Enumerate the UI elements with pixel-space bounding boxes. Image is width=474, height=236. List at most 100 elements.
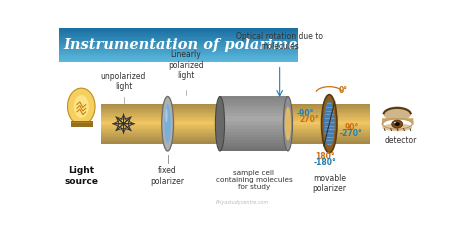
FancyBboxPatch shape	[220, 135, 288, 137]
FancyBboxPatch shape	[59, 45, 298, 46]
Ellipse shape	[68, 88, 95, 125]
FancyBboxPatch shape	[220, 137, 288, 140]
FancyBboxPatch shape	[220, 113, 288, 116]
FancyBboxPatch shape	[101, 132, 370, 133]
Text: movable
polarizer: movable polarizer	[312, 174, 346, 193]
FancyBboxPatch shape	[59, 35, 298, 36]
FancyBboxPatch shape	[101, 105, 370, 106]
FancyBboxPatch shape	[101, 137, 370, 138]
FancyBboxPatch shape	[59, 54, 298, 55]
FancyBboxPatch shape	[71, 124, 92, 126]
FancyBboxPatch shape	[59, 44, 298, 45]
Text: detector: detector	[385, 135, 417, 144]
FancyBboxPatch shape	[59, 39, 298, 41]
FancyBboxPatch shape	[101, 114, 370, 116]
Ellipse shape	[68, 88, 95, 125]
FancyBboxPatch shape	[101, 125, 370, 126]
FancyBboxPatch shape	[59, 28, 298, 30]
FancyBboxPatch shape	[220, 121, 288, 124]
FancyBboxPatch shape	[220, 105, 288, 107]
Ellipse shape	[68, 88, 95, 125]
Ellipse shape	[74, 95, 89, 118]
FancyBboxPatch shape	[59, 32, 298, 33]
Text: fixed
polarizer: fixed polarizer	[151, 166, 184, 186]
FancyBboxPatch shape	[59, 38, 298, 39]
FancyBboxPatch shape	[101, 136, 370, 137]
FancyBboxPatch shape	[59, 42, 298, 43]
Ellipse shape	[382, 123, 412, 131]
FancyBboxPatch shape	[101, 109, 370, 110]
Ellipse shape	[394, 122, 396, 123]
FancyBboxPatch shape	[101, 120, 370, 121]
FancyBboxPatch shape	[220, 132, 288, 135]
FancyBboxPatch shape	[101, 124, 370, 125]
FancyBboxPatch shape	[101, 116, 370, 117]
FancyBboxPatch shape	[59, 46, 298, 47]
FancyBboxPatch shape	[220, 126, 288, 129]
Ellipse shape	[324, 101, 335, 146]
Text: unpolarized
light: unpolarized light	[101, 72, 146, 91]
Text: 180°: 180°	[315, 152, 335, 161]
FancyBboxPatch shape	[59, 56, 298, 57]
FancyBboxPatch shape	[101, 134, 370, 136]
FancyBboxPatch shape	[71, 121, 92, 126]
FancyBboxPatch shape	[101, 133, 370, 134]
FancyBboxPatch shape	[59, 50, 298, 51]
Ellipse shape	[68, 88, 95, 125]
Ellipse shape	[68, 88, 95, 125]
Ellipse shape	[68, 88, 95, 125]
Ellipse shape	[68, 88, 95, 125]
Ellipse shape	[68, 88, 95, 125]
Ellipse shape	[68, 88, 95, 125]
Text: sample cell
containing molecules
for study: sample cell containing molecules for stu…	[216, 170, 292, 190]
FancyBboxPatch shape	[220, 99, 288, 102]
FancyBboxPatch shape	[220, 140, 288, 143]
FancyBboxPatch shape	[220, 102, 288, 105]
FancyBboxPatch shape	[59, 53, 298, 54]
Text: Optical rotation due to
molecules: Optical rotation due to molecules	[236, 32, 323, 51]
FancyBboxPatch shape	[59, 36, 298, 37]
FancyBboxPatch shape	[101, 113, 370, 114]
FancyBboxPatch shape	[220, 107, 288, 110]
FancyBboxPatch shape	[59, 55, 298, 56]
Ellipse shape	[215, 97, 225, 151]
FancyBboxPatch shape	[101, 122, 370, 124]
FancyBboxPatch shape	[220, 116, 288, 118]
Ellipse shape	[67, 88, 95, 125]
FancyBboxPatch shape	[101, 117, 370, 118]
Text: 0°: 0°	[339, 86, 348, 95]
FancyBboxPatch shape	[101, 110, 370, 112]
Ellipse shape	[68, 88, 95, 125]
Ellipse shape	[392, 120, 403, 128]
Ellipse shape	[382, 118, 412, 129]
FancyBboxPatch shape	[101, 118, 370, 120]
Ellipse shape	[383, 106, 411, 121]
FancyBboxPatch shape	[59, 57, 298, 59]
Text: -90°: -90°	[297, 109, 314, 118]
FancyBboxPatch shape	[101, 141, 370, 142]
Ellipse shape	[165, 109, 168, 122]
Ellipse shape	[283, 97, 292, 151]
FancyBboxPatch shape	[220, 146, 288, 148]
Ellipse shape	[67, 88, 95, 125]
FancyBboxPatch shape	[101, 121, 370, 122]
Text: Linearly
polarized
light: Linearly polarized light	[168, 50, 204, 80]
FancyBboxPatch shape	[59, 30, 298, 32]
Text: -270°: -270°	[340, 129, 363, 138]
FancyBboxPatch shape	[59, 51, 298, 52]
FancyBboxPatch shape	[101, 142, 370, 144]
Text: Priyastudycentre.com: Priyastudycentre.com	[216, 200, 270, 205]
FancyBboxPatch shape	[220, 129, 288, 132]
Ellipse shape	[68, 88, 95, 125]
FancyBboxPatch shape	[220, 148, 288, 151]
Ellipse shape	[68, 88, 95, 125]
FancyBboxPatch shape	[59, 52, 298, 53]
FancyBboxPatch shape	[101, 128, 370, 129]
Ellipse shape	[395, 122, 400, 126]
Ellipse shape	[68, 88, 95, 125]
Ellipse shape	[285, 107, 291, 141]
FancyBboxPatch shape	[59, 37, 298, 38]
FancyBboxPatch shape	[220, 110, 288, 113]
FancyBboxPatch shape	[220, 97, 288, 99]
FancyBboxPatch shape	[101, 108, 370, 109]
